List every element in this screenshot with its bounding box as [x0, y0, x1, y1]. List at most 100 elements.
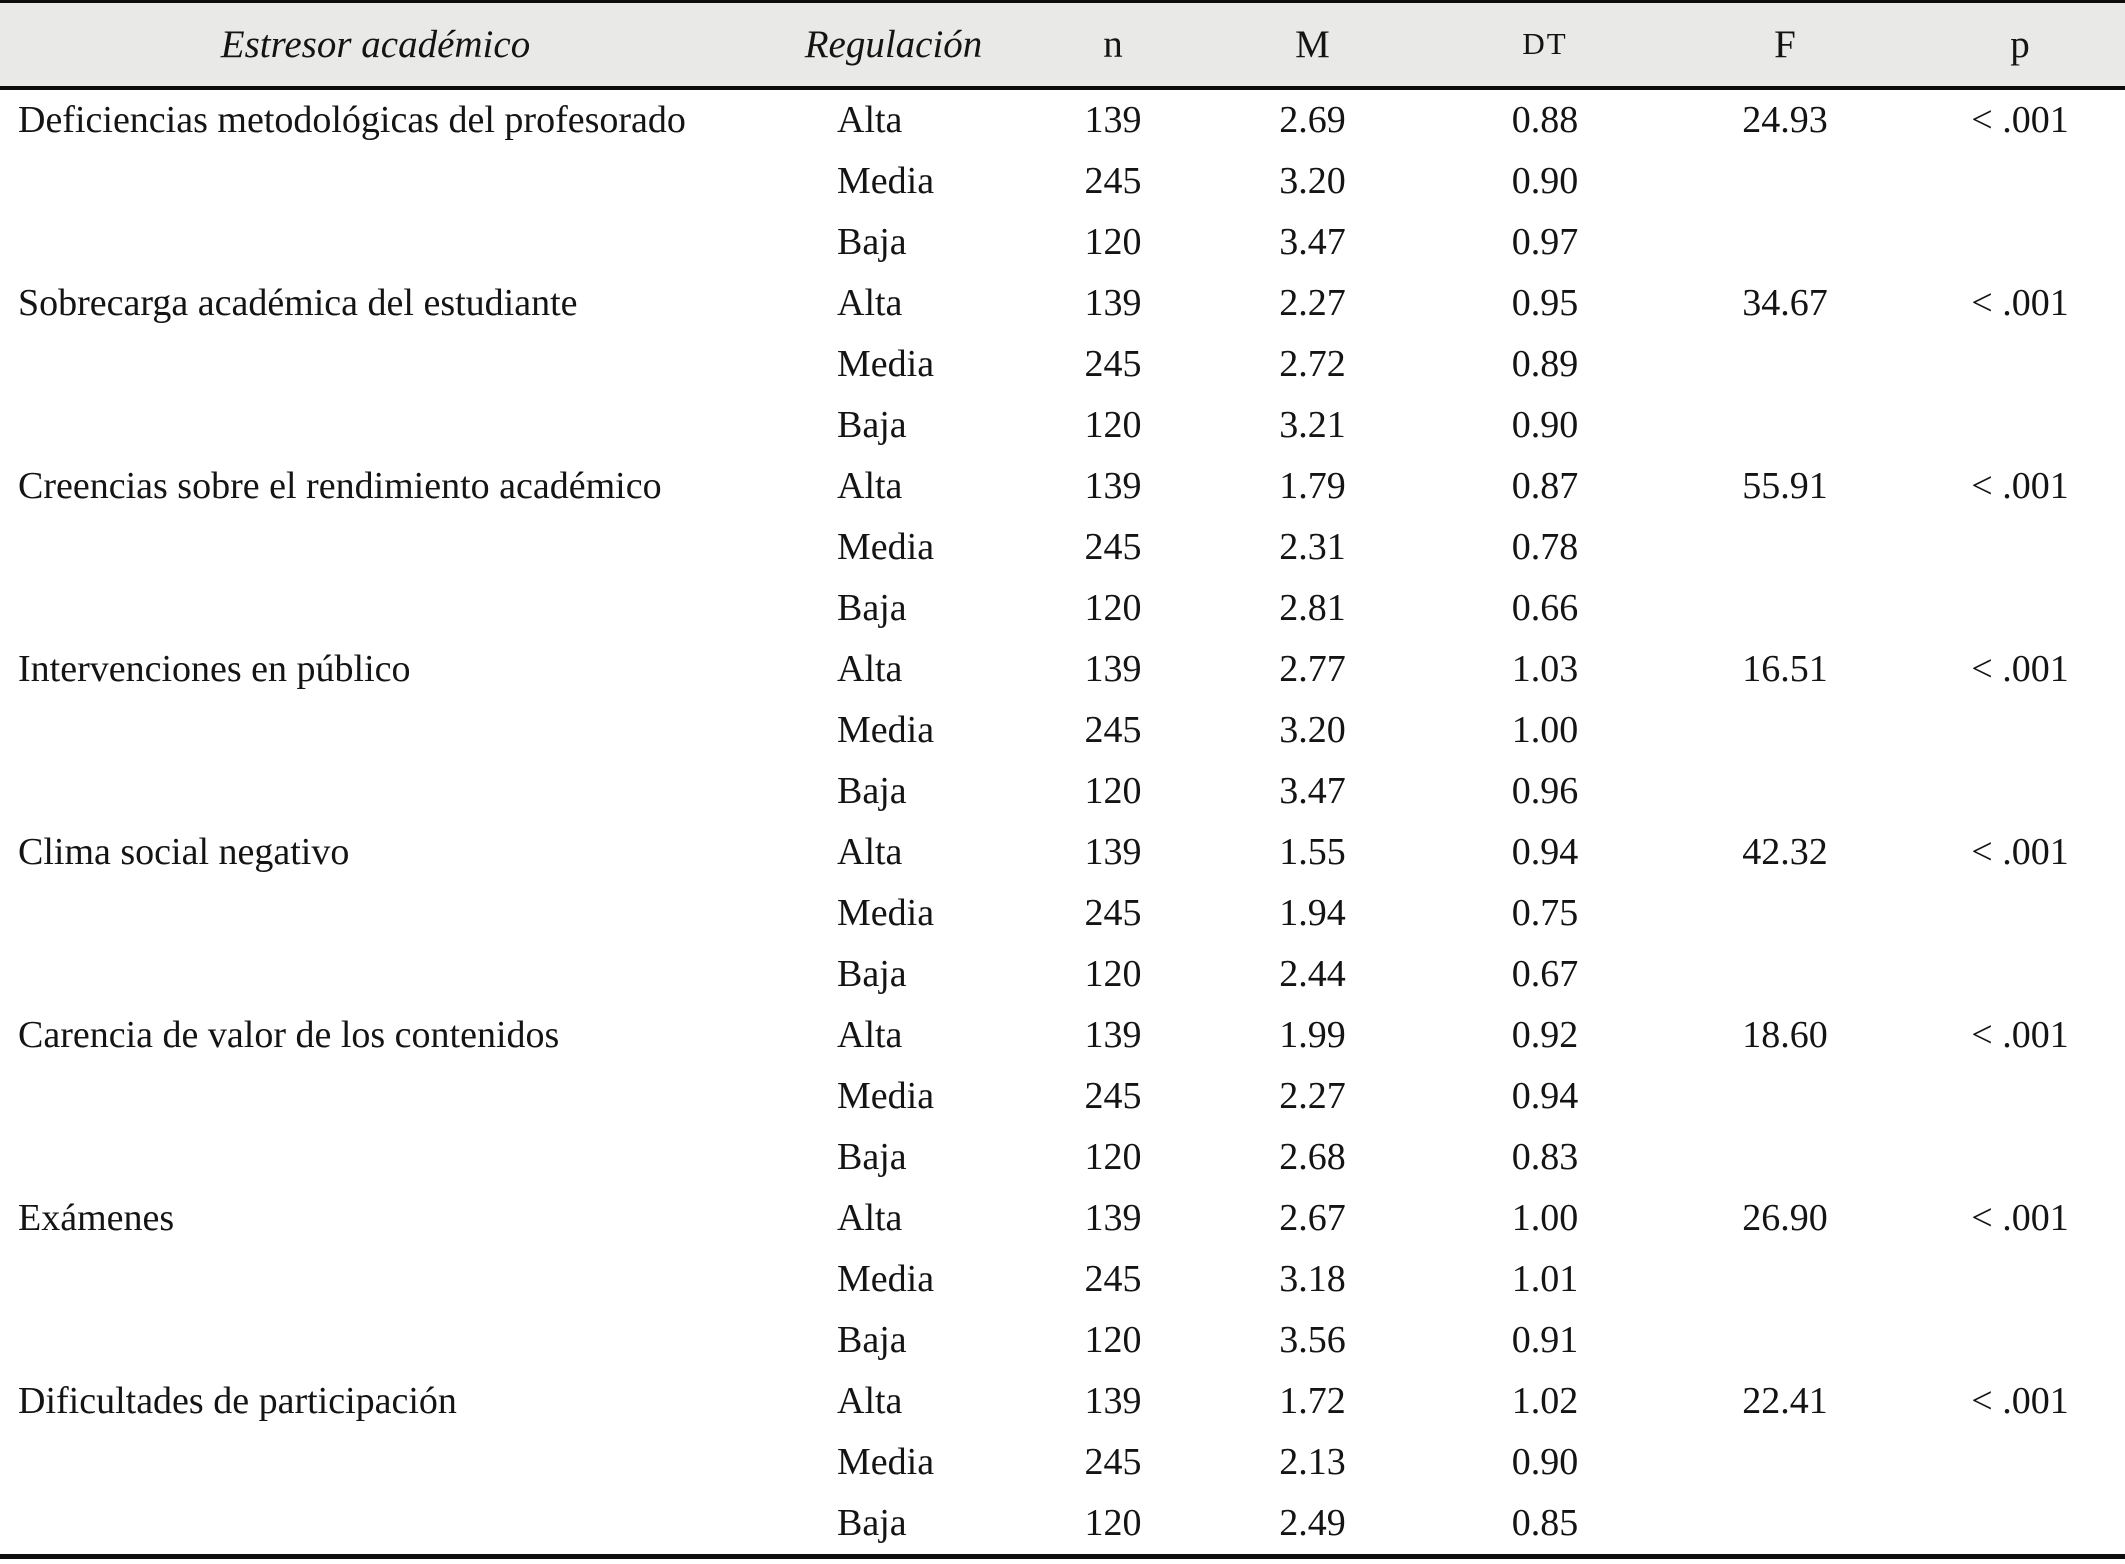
header-row: Estresor académico Regulación n M DT F p [0, 1, 2125, 88]
stressor-cell: Deficiencias metodológicas del profesora… [18, 98, 686, 141]
f-cell [1655, 944, 1915, 1005]
sd-cell: 0.96 [1511, 769, 1579, 812]
sd-cell: 0.75 [1511, 891, 1579, 934]
sd-cell: 0.88 [1511, 98, 1579, 141]
column-header-stressor: Estresor académico [220, 22, 531, 66]
regulation-cell: Media [837, 525, 935, 568]
p-cell: < .001 [1971, 98, 2069, 141]
n-cell: 245 [1084, 891, 1142, 934]
f-cell: 16.51 [1742, 647, 1828, 690]
table-header: Estresor académico Regulación n M DT F p [0, 1, 2125, 88]
mean-cell: 1.72 [1279, 1379, 1346, 1422]
f-cell [1655, 395, 1915, 456]
table-row: Intervenciones en público Alta 139 2.77 1.03… [0, 639, 2125, 700]
p-cell [1915, 334, 2125, 395]
mean-cell: 2.27 [1279, 1074, 1346, 1117]
regulation-cell: Alta [837, 281, 903, 324]
regulation-cell: Baja [837, 1135, 907, 1178]
p-cell [1915, 1127, 2125, 1188]
column-header-mean: M [1295, 22, 1330, 66]
stressor-cell [0, 395, 751, 456]
f-cell [1655, 151, 1915, 212]
mean-cell: 2.69 [1279, 98, 1346, 141]
sd-cell: 0.94 [1511, 1074, 1579, 1117]
f-cell [1655, 761, 1915, 822]
column-header-sd: DT [1522, 26, 1568, 62]
regulation-cell: Baja [837, 1501, 907, 1544]
stressor-cell [0, 1249, 751, 1310]
f-cell [1655, 700, 1915, 761]
stressor-cell: Exámenes [18, 1196, 175, 1239]
n-cell: 245 [1084, 1257, 1142, 1300]
stressor-cell [0, 578, 751, 639]
regulation-cell: Media [837, 708, 935, 751]
n-cell: 120 [1084, 1135, 1142, 1178]
p-cell: < .001 [1971, 830, 2069, 873]
stressor-cell: Clima social negativo [18, 830, 350, 873]
table-row: Baja 120 2.44 0.67 [0, 944, 2125, 1005]
mean-cell: 1.94 [1279, 891, 1346, 934]
mean-cell: 2.31 [1279, 525, 1346, 568]
sd-cell: 0.97 [1511, 220, 1579, 263]
p-cell: < .001 [1971, 464, 2069, 507]
p-cell [1915, 1310, 2125, 1371]
table-row: Deficiencias metodológicas del profesora… [0, 88, 2125, 151]
n-cell: 120 [1084, 1318, 1142, 1361]
sd-cell: 0.78 [1511, 525, 1579, 568]
column-header-n: n [1103, 22, 1123, 66]
mean-cell: 3.21 [1279, 403, 1346, 446]
mean-cell: 2.67 [1279, 1196, 1346, 1239]
p-cell [1915, 883, 2125, 944]
n-cell: 139 [1084, 1379, 1142, 1422]
p-cell [1915, 700, 2125, 761]
f-cell [1655, 1249, 1915, 1310]
f-cell [1655, 1493, 1915, 1557]
stressor-cell [0, 1127, 751, 1188]
regulation-cell: Baja [837, 769, 907, 812]
stressor-cell: Sobrecarga académica del estudiante [18, 281, 578, 324]
n-cell: 139 [1084, 647, 1142, 690]
mean-cell: 3.47 [1279, 769, 1346, 812]
stressor-cell: Intervenciones en público [18, 647, 411, 690]
stressor-cell [0, 1432, 751, 1493]
stressor-cell [0, 700, 751, 761]
mean-cell: 3.20 [1279, 708, 1346, 751]
stressor-cell [0, 517, 751, 578]
table-row: Media 245 3.20 0.90 [0, 151, 2125, 212]
n-cell: 120 [1084, 586, 1142, 629]
regulation-cell: Media [837, 1440, 935, 1483]
mean-cell: 2.72 [1279, 342, 1346, 385]
p-cell [1915, 212, 2125, 273]
n-cell: 245 [1084, 1074, 1142, 1117]
sd-cell: 0.94 [1511, 830, 1579, 873]
sd-cell: 1.00 [1511, 1196, 1579, 1239]
p-cell [1915, 1249, 2125, 1310]
f-cell: 55.91 [1742, 464, 1828, 507]
mean-cell: 2.68 [1279, 1135, 1346, 1178]
stressor-cell: Carencia de valor de los contenidos [18, 1013, 560, 1056]
mean-cell: 1.79 [1279, 464, 1346, 507]
p-cell [1915, 578, 2125, 639]
n-cell: 120 [1084, 1501, 1142, 1544]
f-cell [1655, 1310, 1915, 1371]
n-cell: 139 [1084, 830, 1142, 873]
stressor-cell: Creencias sobre el rendimiento académico [18, 464, 662, 507]
mean-cell: 2.27 [1279, 281, 1346, 324]
p-cell: < .001 [1971, 281, 2069, 324]
p-cell [1915, 395, 2125, 456]
p-cell: < .001 [1971, 1196, 2069, 1239]
stressor-cell [0, 1066, 751, 1127]
f-cell: 18.60 [1742, 1013, 1828, 1056]
sd-cell: 1.02 [1511, 1379, 1579, 1422]
sd-cell: 0.90 [1511, 159, 1579, 202]
table-row: Sobrecarga académica del estudiante Alta 1… [0, 273, 2125, 334]
table-row: Creencias sobre el rendimiento académico… [0, 456, 2125, 517]
stressor-cell [0, 334, 751, 395]
mean-cell: 2.49 [1279, 1501, 1346, 1544]
f-cell: 42.32 [1742, 830, 1828, 873]
stressor-cell [0, 1310, 751, 1371]
p-cell [1915, 1493, 2125, 1557]
n-cell: 120 [1084, 403, 1142, 446]
regulation-cell: Media [837, 1074, 935, 1117]
